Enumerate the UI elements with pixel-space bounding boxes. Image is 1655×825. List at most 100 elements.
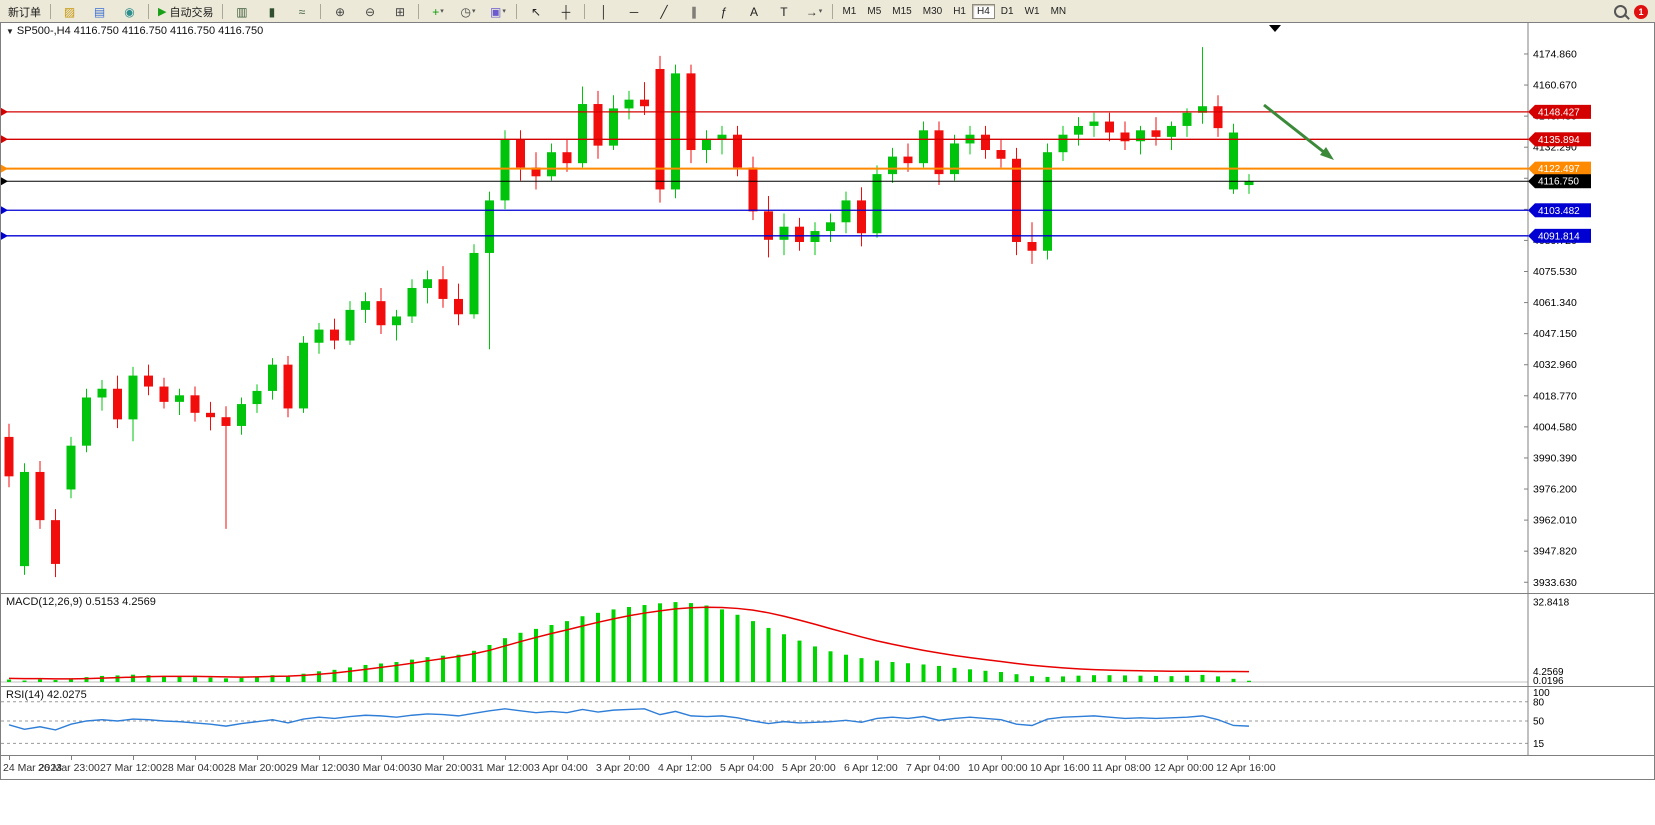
templates-button[interactable]: ▣ ▾ <box>483 2 512 21</box>
notification-badge[interactable]: 1 <box>1634 4 1648 19</box>
new-order-button[interactable]: 新订单 <box>3 2 46 21</box>
time-tick <box>939 756 940 760</box>
dropdown-arrow-icon: ▾ <box>818 8 823 15</box>
hline-4122.497[interactable] <box>1 164 1528 173</box>
timeframe-m30[interactable]: M30 <box>922 6 943 17</box>
zoom-in-icon: ⊕ <box>334 4 345 19</box>
bar-chart-icon: ▥ <box>236 4 248 19</box>
label-icon: T <box>780 4 788 19</box>
hline-4135.894[interactable] <box>1 135 1528 144</box>
tile-windows-icon[interactable]: ⊞ <box>385 2 414 21</box>
shapes-icon[interactable]: → ▾ <box>799 2 828 21</box>
time-label: 29 Mar 12:00 <box>286 762 348 774</box>
svg-text:0.0196: 0.0196 <box>1533 676 1564 686</box>
vertical-line-icon[interactable]: │ <box>589 2 618 21</box>
trendline-icon[interactable]: ╱ <box>649 2 678 21</box>
svg-text:4.2569: 4.2569 <box>1533 667 1564 678</box>
svg-text:4135.894: 4135.894 <box>1538 135 1580 146</box>
collapse-triangle-icon[interactable]: ▼ <box>6 27 14 36</box>
price-chart-panel[interactable]: ▼ SP500-,H4 4116.750 4116.750 4116.750 41… <box>1 23 1654 593</box>
periods-button[interactable]: ◷ ▾ <box>453 2 482 21</box>
svg-text:4047.150: 4047.150 <box>1533 328 1577 340</box>
cursor-icon[interactable]: ↖ <box>521 2 550 21</box>
text-icon[interactable]: A <box>739 2 768 21</box>
trendline-icon: ╱ <box>660 4 668 19</box>
cursor-icon: ↖ <box>530 4 541 19</box>
time-label: 28 Mar 20:00 <box>224 762 286 774</box>
timeframe-m15[interactable]: M15 <box>892 6 912 17</box>
time-tick <box>381 756 382 760</box>
candlestick-chart-icon[interactable]: ▮ <box>257 2 286 21</box>
svg-text:4103.482: 4103.482 <box>1538 206 1580 217</box>
time-tick <box>1001 756 1002 760</box>
indicators-button: + <box>432 4 440 19</box>
hline-4103.482[interactable] <box>1 206 1528 215</box>
svg-text:3933.630: 3933.630 <box>1533 577 1577 589</box>
toolbar-separator <box>50 4 51 19</box>
svg-text:4032.960: 4032.960 <box>1533 359 1577 371</box>
bar-chart-icon[interactable]: ▥ <box>227 2 256 21</box>
timeframe-d1[interactable]: D1 <box>1000 6 1014 17</box>
time-label: 24 Mar 2023 <box>3 762 62 774</box>
macd-histogram <box>7 602 1251 682</box>
timeframe-w1[interactable]: W1 <box>1024 6 1040 17</box>
time-label: 31 Mar 12:00 <box>472 762 534 774</box>
zoom-in-icon[interactable]: ⊕ <box>325 2 354 21</box>
market-watch-icon[interactable]: ▤ <box>85 2 114 21</box>
navigator-icon[interactable]: ◉ <box>115 2 144 21</box>
price-badge-4103.482: 4103.482 <box>1528 203 1591 218</box>
timeframe-h1[interactable]: H1 <box>953 6 966 17</box>
time-label: 27 Mar 12:00 <box>100 762 162 774</box>
svg-text:3947.820: 3947.820 <box>1533 546 1577 558</box>
timeframe-m1[interactable]: M1 <box>842 6 857 17</box>
symbol-ohlc-label: ▼ SP500-,H4 4116.750 4116.750 4116.750 41… <box>6 25 263 37</box>
fibonacci-icon[interactable]: ƒ <box>709 2 738 21</box>
time-label: 12 Apr 00:00 <box>1154 762 1214 774</box>
label-icon[interactable]: T <box>769 2 798 21</box>
time-label: 30 Mar 20:00 <box>410 762 472 774</box>
auto-trading-button-label: 自动交易 <box>169 6 214 19</box>
auto-trading-button[interactable]: ▶ 自动交易 <box>153 2 218 21</box>
time-label: 11 Apr 08:00 <box>1092 762 1151 774</box>
svg-text:4075.530: 4075.530 <box>1533 266 1577 278</box>
rsi-panel[interactable]: RSI(14) 42.0275 100 80 50 15 <box>1 687 1654 755</box>
indicators-button[interactable]: + ▾ <box>423 2 452 21</box>
timeframe-m5[interactable]: M5 <box>867 6 882 17</box>
svg-text:3976.200: 3976.200 <box>1533 484 1577 496</box>
hline-4116.750[interactable] <box>1 177 1528 186</box>
dropdown-arrow-icon: ▾ <box>502 8 506 15</box>
timeframe-mn[interactable]: MN <box>1050 6 1067 17</box>
panel-divider[interactable] <box>1 593 1654 594</box>
time-label: 5 Apr 04:00 <box>720 762 774 774</box>
trend-arrow-annotation[interactable] <box>1263 103 1334 160</box>
hline-4148.427[interactable] <box>1 107 1528 116</box>
price-chart-canvas[interactable]: 4174.8604160.6704146.4804132.2904118.100… <box>1 23 1654 593</box>
time-label: 10 Apr 00:00 <box>968 762 1028 774</box>
zoom-out-icon[interactable]: ⊖ <box>355 2 384 21</box>
crosshair-icon[interactable]: ┼ <box>551 2 580 21</box>
profiles-icon[interactable]: ▨ <box>55 2 84 21</box>
shapes-icon: → <box>805 4 818 19</box>
hline-4091.814[interactable] <box>1 231 1528 240</box>
horizontal-line-icon[interactable]: ─ <box>619 2 648 21</box>
search-icon[interactable] <box>1614 5 1627 18</box>
price-badge-4148.427: 4148.427 <box>1528 104 1591 119</box>
time-axis[interactable]: 24 Mar 2023 26 Mar 23:00 27 Mar 12:00 28 Ma… <box>1 755 1654 779</box>
time-tick <box>257 756 258 760</box>
time-tick <box>9 756 10 760</box>
panel-divider-2[interactable] <box>1 686 1654 687</box>
line-chart-icon[interactable]: ≈ <box>287 2 316 21</box>
candlestick-chart-icon: ▮ <box>268 4 276 19</box>
toolbar-separator <box>584 4 586 19</box>
channel-icon[interactable]: ∥ <box>679 2 708 21</box>
line-chart-icon: ≈ <box>298 4 306 19</box>
macd-panel[interactable]: MACD(12,26,9) 0.5153 4.2569 32.8418 4.256… <box>1 594 1654 686</box>
chart-shift-marker[interactable] <box>1269 25 1281 32</box>
svg-text:50: 50 <box>1533 717 1545 728</box>
timeframe-h4[interactable]: H4 <box>971 4 995 19</box>
svg-text:4174.860: 4174.860 <box>1533 48 1577 60</box>
